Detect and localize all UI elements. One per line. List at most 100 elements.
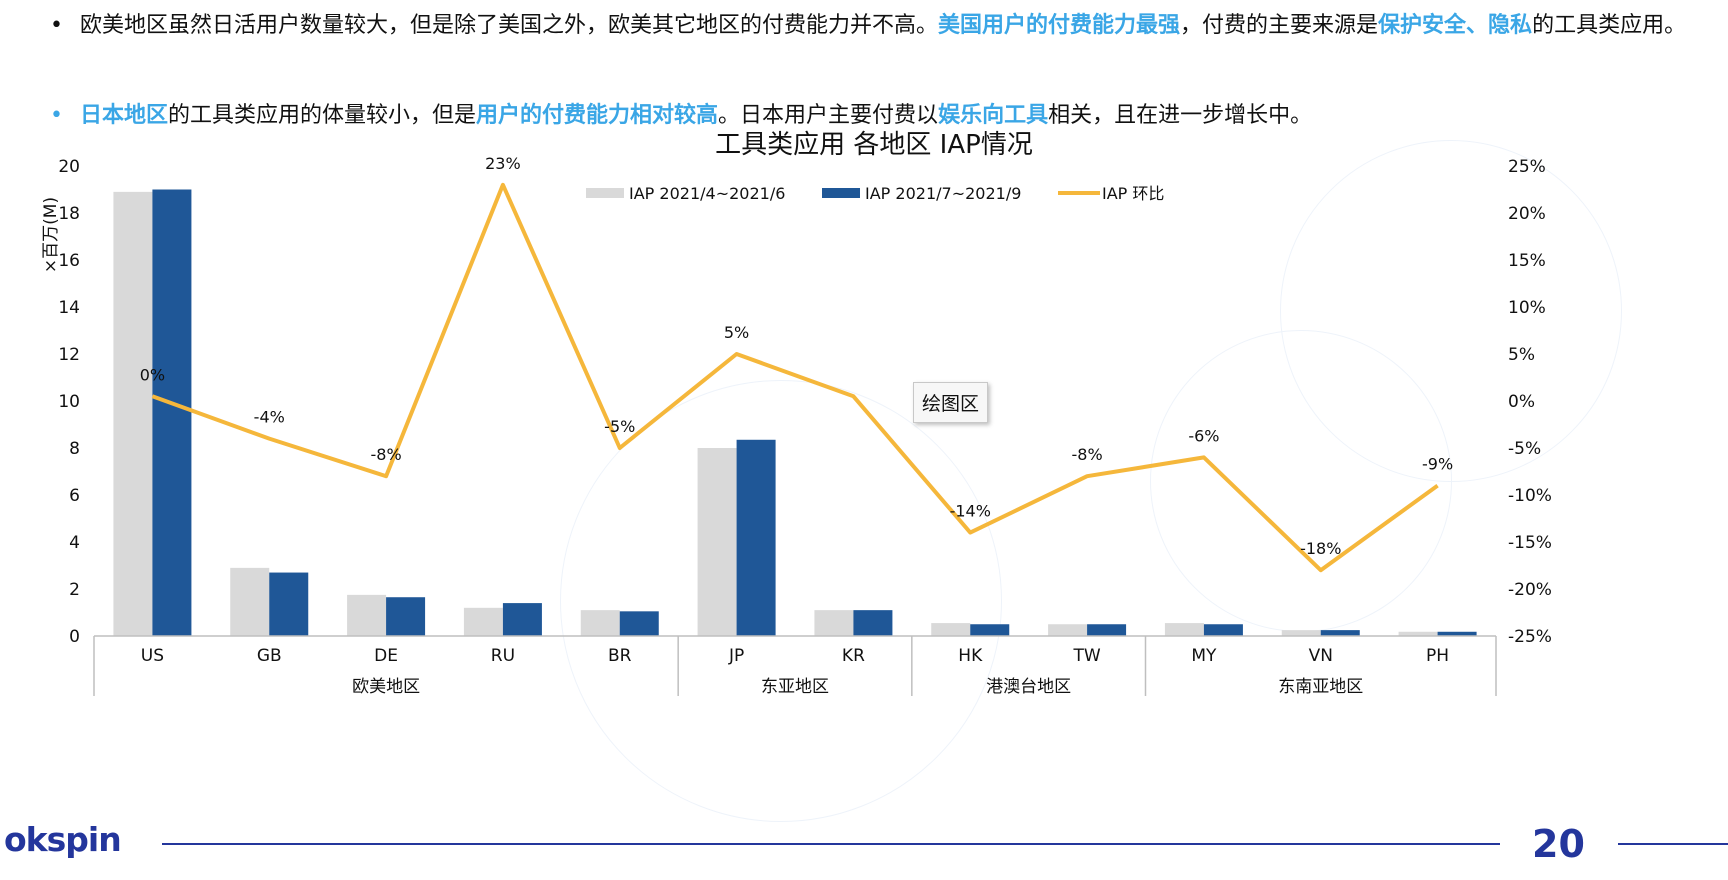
group-label: 欧美地区 (352, 677, 420, 697)
y-axis: 0 2 4 6 8 10 12 14 16 18 20 (58, 157, 80, 647)
bar-q3 (853, 610, 893, 636)
legend-swatch (822, 188, 860, 198)
highlight-text: 用户的付费能力相对较高 (476, 103, 719, 128)
body-text: 的工具类应用的体量较小，但是 (168, 103, 477, 128)
highlight-text: 日本地区 (80, 103, 169, 128)
legend-label: IAP 2021/4~2021/6 (629, 184, 785, 203)
bar-q2 (931, 623, 971, 636)
data-label: 23% (485, 154, 521, 173)
bar-q2 (1398, 631, 1438, 636)
y2-tick-label: 20% (1508, 204, 1546, 224)
bar-q3 (1320, 630, 1360, 636)
bar-q3 (1437, 631, 1477, 636)
y2-tick-label: 15% (1508, 251, 1546, 271)
y-axis-label: ×百万(M) (41, 197, 61, 273)
data-label: -9% (1422, 455, 1453, 474)
legend-swatch (586, 188, 624, 198)
x-tick-label: BR (608, 646, 632, 666)
data-label: -5% (604, 417, 635, 436)
y2-tick-label: -5% (1508, 439, 1541, 459)
y-tick-label: 10 (58, 392, 80, 412)
iap-chart: 工具类应用 各地区 IAP情况 ×百万(M) IAP 2021/4~2021/6… (41, 130, 1552, 697)
x-tick-label: KR (842, 646, 865, 666)
data-label: -4% (254, 408, 285, 427)
x-tick-label: JP (728, 646, 744, 666)
bar-q3 (386, 597, 426, 636)
x-axis: US GB DE RU BR JP KR HK TW MY VN PH 欧美地区 东亚地区 港澳台地区 东南亚… (93, 635, 1497, 697)
y-tick-label: 18 (58, 204, 80, 224)
y2-tick-label: 0% (1508, 392, 1535, 412)
bar-q3 (152, 189, 192, 636)
y2-tick-label: 25% (1508, 157, 1546, 177)
data-label: -6% (1188, 426, 1219, 445)
legend-label: IAP 环比 (1102, 184, 1164, 203)
bar-series (113, 189, 1477, 636)
data-label: -18% (1300, 539, 1341, 558)
y-tick-label: 20 (58, 157, 80, 177)
x-tick-label: RU (491, 646, 515, 666)
page-number: 20 (1532, 822, 1585, 866)
bar-q2 (580, 610, 620, 636)
bar-q3 (1203, 624, 1243, 636)
y-tick-label: 6 (69, 486, 80, 506)
y2-tick-label: -10% (1508, 486, 1552, 506)
chart-title: 工具类应用 各地区 IAP情况 (715, 130, 1033, 160)
data-label: -14% (950, 502, 991, 521)
y2-tick-label: -25% (1508, 627, 1552, 647)
y2-tick-label: -20% (1508, 580, 1552, 600)
x-tick-label: HK (958, 646, 983, 666)
y-tick-label: 12 (58, 345, 80, 365)
body-text: 相关，且在进一步增长中。 (1048, 103, 1313, 128)
x-tick-label: DE (374, 646, 398, 666)
bar-q2 (697, 448, 737, 636)
x-tick-label: VN (1309, 646, 1333, 666)
highlight-text: 美国用户的付费能力最强 (938, 13, 1181, 38)
bar-q2 (1048, 624, 1088, 636)
highlight-text: 保护安全、隐私 (1378, 13, 1533, 38)
bar-q3 (619, 611, 659, 636)
data-label: 0% (140, 365, 165, 384)
x-tick-label: PH (1426, 646, 1449, 666)
body-text: 欧美地区虽然日活用户数量较大，但是除了美国之外，欧美其它地区的付费能力并不高。 (80, 13, 939, 38)
bullet-item: • 日本地区的工具类应用的体量较小，但是用户的付费能力相对较高。日本用户主要付费… (50, 94, 1700, 138)
y-tick-label: 16 (58, 251, 80, 271)
background-decoration (1280, 140, 1622, 482)
y2-tick-label: -15% (1508, 533, 1552, 553)
bullet-text: 日本地区的工具类应用的体量较小，但是用户的付费能力相对较高。日本用户主要付费以娱… (80, 103, 1312, 128)
bar-q2 (113, 191, 153, 636)
qoq-line (151, 182, 1439, 573)
legend-label: IAP 2021/7~2021/9 (865, 184, 1021, 203)
body-text: 的工具类应用。 (1532, 13, 1687, 38)
plot-area-tooltip: 绘图区 (913, 382, 989, 423)
footer-divider (1618, 843, 1728, 845)
bar-q2 (814, 610, 854, 636)
bullet-dot: • (50, 103, 63, 128)
bar-q3 (970, 624, 1010, 636)
y-tick-label: 0 (69, 627, 80, 647)
data-label: -8% (371, 445, 402, 464)
bullet-dot: • (50, 13, 63, 38)
bar-q3 (1087, 624, 1127, 636)
x-tick-label: US (141, 646, 164, 666)
group-label: 港澳台地区 (986, 677, 1071, 697)
bar-q2 (463, 607, 503, 636)
x-tick-label: TW (1072, 646, 1100, 666)
group-label: 东亚地区 (761, 677, 829, 697)
y-tick-label: 4 (69, 533, 80, 553)
y2-tick-label: 10% (1508, 298, 1546, 318)
bullet-text: 欧美地区虽然日活用户数量较大，但是除了美国之外，欧美其它地区的付费能力并不高。美… (80, 13, 1686, 38)
y-tick-label: 14 (58, 298, 80, 318)
okspin-logo: okspin (4, 820, 122, 859)
x-tick-label: MY (1191, 646, 1217, 666)
data-label: 5% (724, 323, 749, 342)
group-label: 东南亚地区 (1278, 677, 1363, 697)
bar-q3 (502, 603, 542, 636)
line-series: 0% -4% -8% 23% -5% 5% -14% -8% -6% -18% -9% (140, 154, 1453, 573)
x-tick-label: GB (257, 646, 282, 666)
y-tick-label: 2 (69, 580, 80, 600)
bar-q3 (269, 572, 309, 636)
body-text: ，付费的主要来源是 (1180, 13, 1379, 38)
highlight-text: 娱乐向工具 (938, 103, 1049, 128)
chart-legend: IAP 2021/4~2021/6 IAP 2021/7~2021/9 IAP 环比 (586, 184, 1164, 203)
bar-q2 (1164, 623, 1204, 636)
